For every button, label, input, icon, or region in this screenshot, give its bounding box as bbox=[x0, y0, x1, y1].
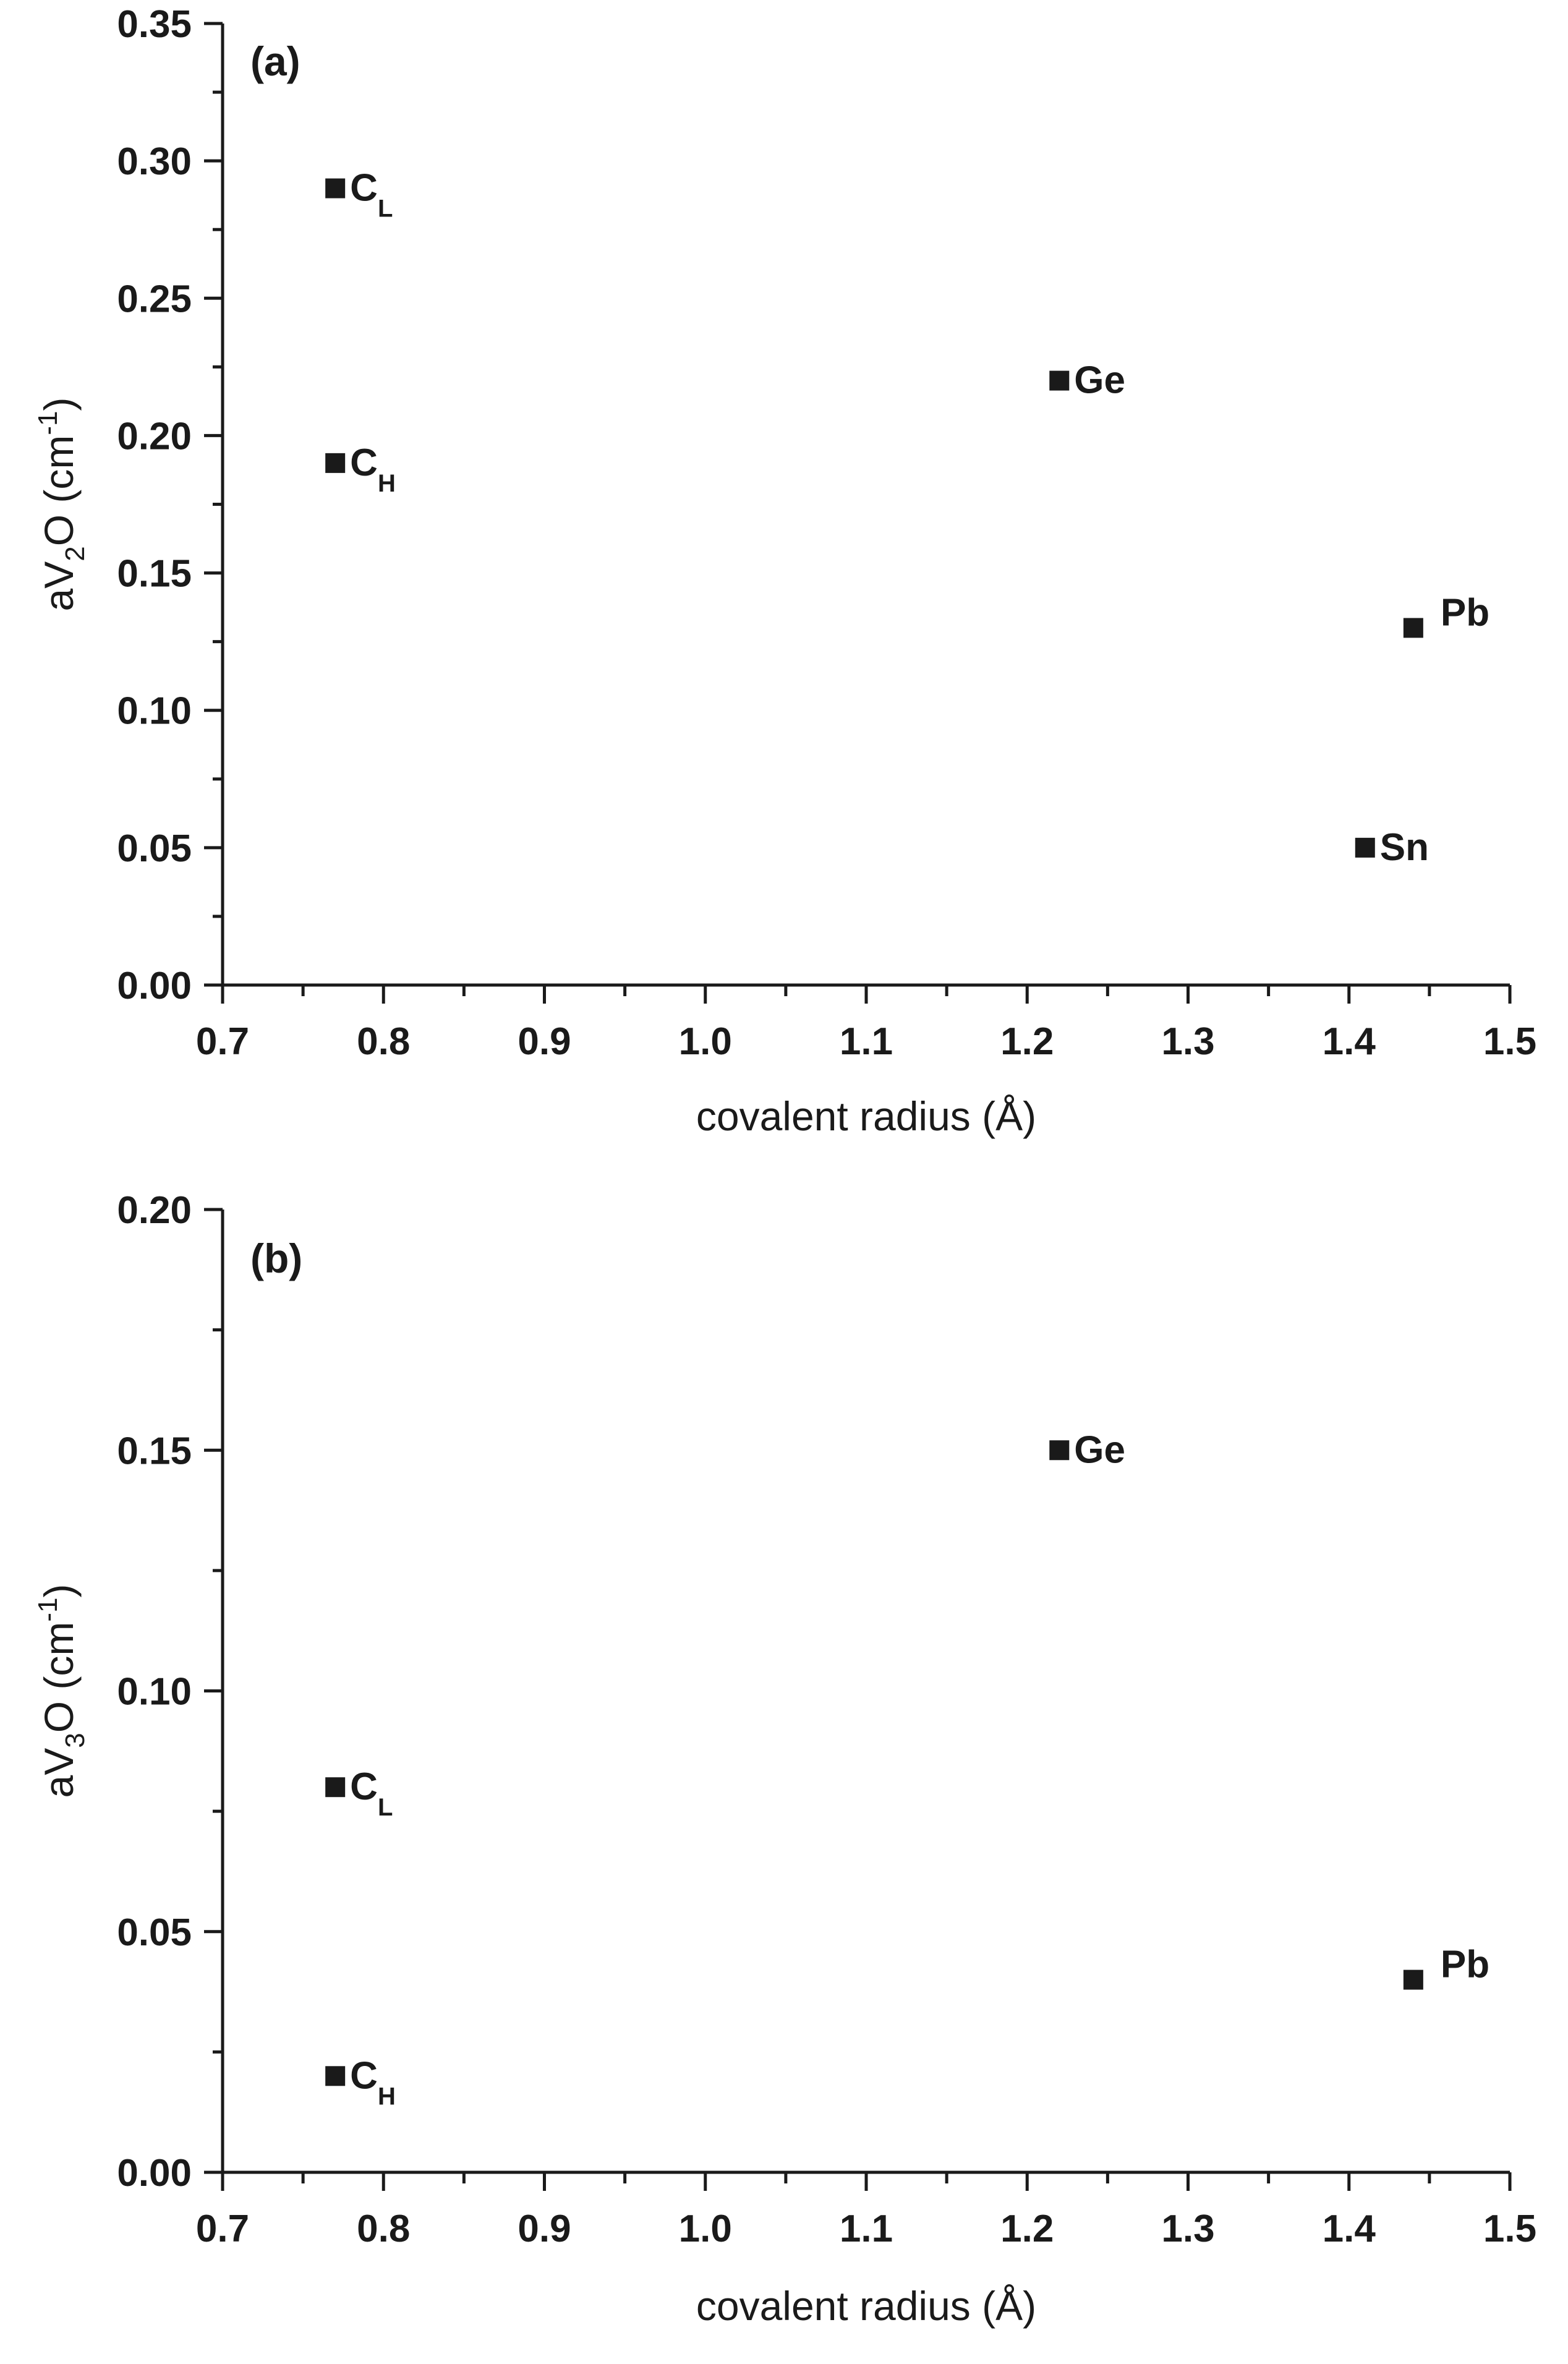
data-point-ge: Ge bbox=[1049, 359, 1125, 402]
x-tick-label: 1.0 bbox=[679, 2208, 732, 2250]
square-marker-icon bbox=[325, 178, 346, 198]
data-point-ch: CH bbox=[325, 442, 396, 497]
x-tick-label: 1.3 bbox=[1161, 2208, 1214, 2250]
x-tick-label: 0.8 bbox=[357, 1020, 410, 1063]
y-tick-label: 0.30 bbox=[117, 140, 192, 183]
square-marker-icon bbox=[1049, 370, 1070, 391]
point-label: Ge bbox=[1074, 1428, 1125, 1471]
panel-a: 0.00 0.05 0.10 0.15 0.20 0.25 0.30 0.35 0.7 0.8 0.… bbox=[33, 3, 1536, 1139]
point-label: CH bbox=[350, 2054, 396, 2110]
point-label: Sn bbox=[1380, 826, 1429, 869]
y-tick-label: 0.25 bbox=[117, 278, 192, 320]
y-tick-label: 0.15 bbox=[117, 1430, 192, 1472]
panel-label: (b) bbox=[250, 1235, 302, 1281]
x-tick-label: 1.1 bbox=[840, 1020, 893, 1063]
square-marker-icon bbox=[325, 2066, 346, 2086]
point-label: Pb bbox=[1441, 1944, 1489, 1986]
x-tick-label: 1.0 bbox=[679, 1020, 732, 1063]
y-axis-title: aV3O (cm-1) bbox=[33, 1584, 90, 1798]
x-tick-label: 0.9 bbox=[518, 2208, 571, 2250]
data-point-pb: Pb bbox=[1403, 591, 1489, 638]
y-tick-label: 0.05 bbox=[117, 827, 192, 870]
x-axis-title: covalent radius (Å) bbox=[696, 1093, 1036, 1139]
x-tick-label: 1.4 bbox=[1323, 2208, 1376, 2250]
y-tick-label: 0.35 bbox=[117, 3, 192, 46]
x-tick-label: 1.2 bbox=[1000, 1020, 1054, 1063]
x-tick-label: 1.2 bbox=[1000, 2208, 1054, 2250]
y-tick-label: 0.10 bbox=[117, 690, 192, 733]
data-point-ge: Ge bbox=[1049, 1428, 1125, 1471]
y-tick-label: 0.05 bbox=[117, 1911, 192, 1954]
x-tick-label: 1.3 bbox=[1161, 1020, 1214, 1063]
data-point-cl: CL bbox=[325, 1765, 393, 1821]
square-marker-icon bbox=[1049, 1440, 1070, 1461]
y-axis-title: aV2O (cm-1) bbox=[33, 398, 90, 612]
point-label: CH bbox=[350, 442, 396, 497]
y-tick-label: 0.00 bbox=[117, 965, 192, 1007]
y-tick-label: 0.00 bbox=[117, 2152, 192, 2195]
square-marker-icon bbox=[1355, 837, 1375, 858]
data-point-ch: CH bbox=[325, 2054, 396, 2110]
y-tick-label: 0.20 bbox=[117, 415, 192, 458]
y-tick-label: 0.10 bbox=[117, 1671, 192, 1713]
x-tick-label: 1.5 bbox=[1483, 2208, 1536, 2250]
square-marker-icon bbox=[325, 453, 346, 473]
y-tick-label: 0.15 bbox=[117, 553, 192, 595]
y-tick-label: 0.20 bbox=[117, 1189, 192, 1232]
x-tick-label: 0.9 bbox=[518, 1020, 571, 1063]
x-tick-label: 0.7 bbox=[196, 1020, 249, 1063]
x-tick-label: 0.7 bbox=[196, 2208, 249, 2250]
point-label: CL bbox=[350, 1765, 393, 1821]
point-label: CL bbox=[350, 167, 393, 223]
data-point-cl: CL bbox=[325, 167, 393, 223]
point-label: Pb bbox=[1441, 591, 1489, 634]
square-marker-icon bbox=[1403, 1969, 1423, 1990]
x-axis-title: covalent radius (Å) bbox=[696, 2283, 1036, 2329]
panel-label: (a) bbox=[250, 38, 300, 84]
data-point-pb: Pb bbox=[1403, 1944, 1489, 1990]
point-label: Ge bbox=[1074, 359, 1125, 402]
panel-b: 0.00 0.05 0.10 0.15 0.20 0.7 0.8 0.9 1.0 1.1 1.2 1.… bbox=[33, 1189, 1536, 2329]
x-tick-label: 0.8 bbox=[357, 2208, 410, 2250]
x-tick-label: 1.4 bbox=[1323, 1020, 1376, 1063]
square-marker-icon bbox=[1403, 618, 1423, 638]
x-tick-label: 1.5 bbox=[1483, 1020, 1536, 1063]
square-marker-icon bbox=[325, 1777, 346, 1798]
data-point-sn: Sn bbox=[1355, 826, 1429, 869]
x-tick-label: 1.1 bbox=[840, 2208, 893, 2250]
